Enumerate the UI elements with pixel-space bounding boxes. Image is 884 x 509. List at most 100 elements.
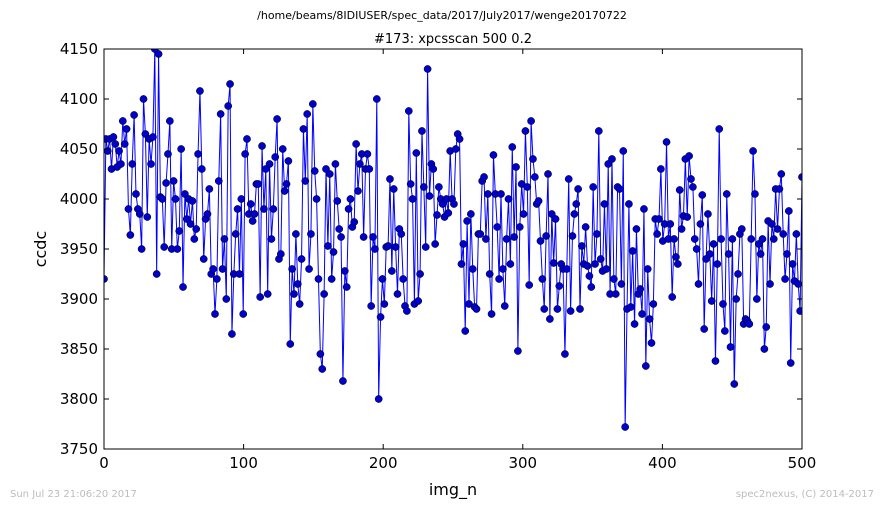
data-point bbox=[444, 209, 453, 217]
data-point bbox=[216, 110, 225, 118]
data-point bbox=[753, 295, 761, 303]
data-point bbox=[783, 250, 791, 258]
data-point bbox=[404, 107, 413, 115]
data-point bbox=[758, 235, 767, 243]
data-point bbox=[461, 327, 470, 335]
data-point bbox=[115, 147, 123, 155]
data-point bbox=[205, 185, 214, 193]
data-point bbox=[536, 237, 545, 245]
data-point bbox=[544, 170, 552, 178]
data-point bbox=[611, 290, 620, 298]
data-point bbox=[177, 145, 185, 153]
data-point bbox=[209, 265, 217, 273]
data-point bbox=[721, 327, 729, 335]
data-point bbox=[303, 110, 312, 118]
data-point bbox=[397, 230, 406, 238]
data-point bbox=[408, 195, 417, 203]
data-point bbox=[160, 243, 169, 251]
data-point bbox=[737, 225, 746, 233]
data-point bbox=[717, 235, 725, 243]
data-point bbox=[273, 115, 281, 123]
data-point bbox=[350, 218, 359, 226]
data-point bbox=[263, 290, 272, 298]
data-point bbox=[497, 190, 505, 198]
data-point bbox=[318, 365, 327, 373]
data-point bbox=[502, 235, 511, 243]
data-point bbox=[523, 183, 532, 191]
data-point bbox=[337, 233, 345, 241]
data-point bbox=[643, 265, 652, 273]
y-tick-label: 4100 bbox=[60, 90, 98, 108]
data-point bbox=[213, 275, 221, 283]
data-point bbox=[359, 233, 368, 241]
data-point bbox=[277, 250, 285, 258]
data-point bbox=[728, 235, 737, 243]
data-point bbox=[696, 220, 705, 228]
data-point bbox=[429, 165, 438, 173]
data-point bbox=[386, 175, 394, 183]
data-point bbox=[320, 290, 328, 298]
data-point bbox=[308, 100, 317, 108]
data-point bbox=[246, 200, 255, 208]
data-point bbox=[747, 235, 756, 243]
data-point bbox=[414, 297, 423, 305]
data-point bbox=[192, 225, 201, 233]
data-point bbox=[203, 210, 212, 218]
data-point bbox=[282, 180, 291, 188]
data-point bbox=[399, 275, 407, 283]
data-point bbox=[344, 205, 353, 213]
data-point bbox=[231, 230, 240, 238]
data-point bbox=[371, 245, 379, 253]
data-point bbox=[756, 250, 765, 258]
data-point bbox=[788, 260, 797, 268]
x-tick-label: 300 bbox=[508, 454, 537, 472]
data-point bbox=[468, 265, 477, 273]
data-point bbox=[489, 151, 498, 159]
data-point bbox=[585, 272, 594, 280]
data-point bbox=[325, 170, 334, 178]
data-point bbox=[538, 275, 547, 283]
data-point bbox=[356, 160, 364, 168]
data-point bbox=[391, 243, 400, 251]
data-point bbox=[128, 160, 137, 168]
data-point bbox=[542, 232, 550, 240]
data-point bbox=[431, 240, 439, 248]
data-point bbox=[578, 242, 586, 250]
x-tick-label: 400 bbox=[648, 454, 677, 472]
data-point bbox=[435, 183, 443, 191]
footer-credit: spec2nexus, (C) 2014-2017 bbox=[735, 489, 874, 500]
data-point bbox=[745, 320, 754, 328]
data-point bbox=[798, 173, 802, 181]
data-point bbox=[293, 280, 302, 288]
data-point bbox=[284, 157, 293, 165]
data-point bbox=[472, 305, 481, 313]
data-point bbox=[698, 191, 707, 199]
data-point bbox=[625, 200, 633, 208]
data-point bbox=[482, 235, 490, 243]
data-point bbox=[499, 265, 507, 273]
data-point bbox=[587, 283, 596, 291]
data-point bbox=[418, 127, 426, 135]
data-point bbox=[722, 190, 731, 198]
data-point bbox=[369, 233, 377, 241]
data-point bbox=[312, 195, 321, 203]
data-point bbox=[508, 143, 517, 151]
data-point bbox=[480, 173, 488, 181]
x-tick-label: 0 bbox=[99, 454, 109, 472]
data-point bbox=[135, 210, 144, 218]
data-point bbox=[593, 230, 601, 238]
data-point bbox=[143, 213, 152, 221]
data-point bbox=[561, 350, 569, 358]
data-point bbox=[687, 175, 695, 183]
y-tick-label: 3950 bbox=[60, 240, 98, 258]
y-tick-label: 3900 bbox=[60, 290, 98, 308]
data-point bbox=[540, 305, 549, 313]
data-point bbox=[340, 267, 349, 275]
data-point bbox=[700, 325, 709, 333]
data-point bbox=[630, 320, 639, 328]
data-point bbox=[354, 187, 362, 195]
data-point bbox=[256, 293, 265, 301]
data-point bbox=[301, 177, 310, 185]
data-point bbox=[149, 133, 157, 141]
data-point bbox=[365, 165, 374, 173]
